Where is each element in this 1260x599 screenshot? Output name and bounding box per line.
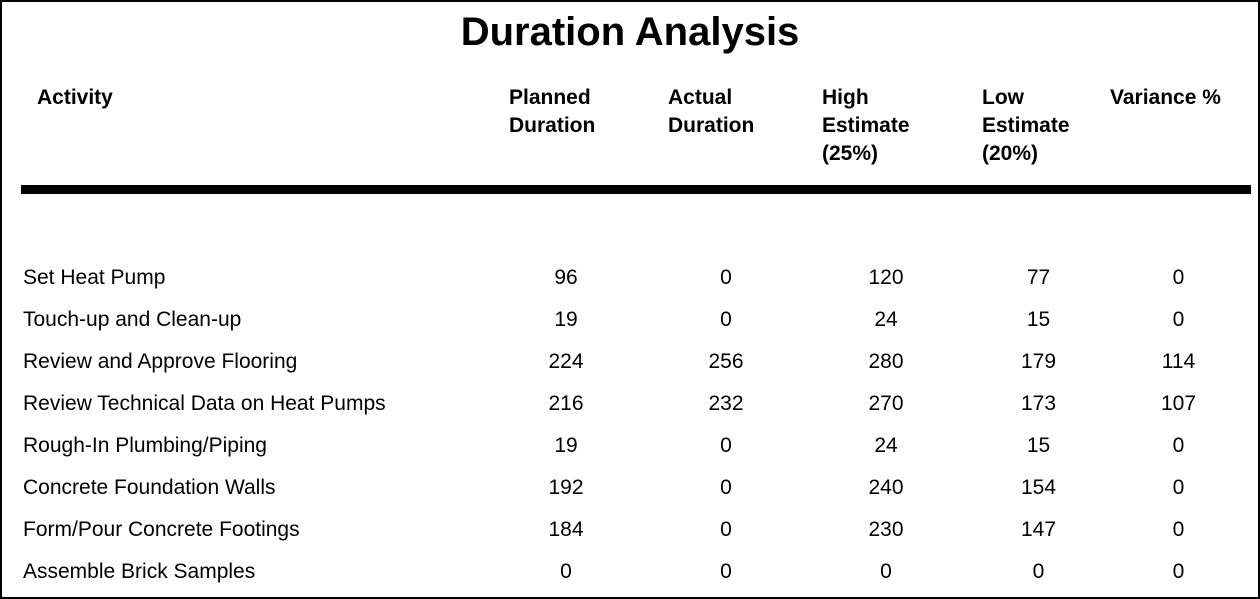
low-estimate-cell: 154 bbox=[1020, 475, 1057, 499]
activity-cell: Form/Pour Concrete Footings bbox=[23, 517, 300, 541]
column-header-activity: Activity bbox=[21, 84, 481, 194]
table-row: Concrete Foundation Walls 192 0 240 154 … bbox=[21, 467, 1251, 509]
high-estimate-cell: 0 bbox=[880, 559, 892, 583]
column-header-low-estimate: Low Estimate (20%) bbox=[971, 84, 1106, 194]
planned-duration-cell: 19 bbox=[554, 433, 578, 457]
planned-duration-cell: 192 bbox=[548, 475, 584, 499]
low-estimate-cell: 147 bbox=[1020, 517, 1057, 541]
variance-cell: 0 bbox=[1172, 517, 1185, 541]
spacer-row bbox=[21, 190, 1251, 257]
activity-cell: Set Heat Pump bbox=[23, 265, 166, 289]
actual-duration-cell: 0 bbox=[720, 265, 732, 289]
variance-cell: 0 bbox=[1172, 265, 1185, 289]
activity-cell: Assemble Brick Samples bbox=[23, 559, 256, 583]
header-row: Activity Planned Duration Actual Duratio… bbox=[21, 84, 1251, 194]
actual-duration-cell: 0 bbox=[720, 433, 732, 457]
variance-cell: 0 bbox=[1172, 307, 1185, 331]
activity-cell: Touch-up and Clean-up bbox=[23, 307, 242, 331]
planned-duration-cell: 19 bbox=[554, 307, 578, 331]
variance-cell: 0 bbox=[1172, 559, 1185, 583]
table-row: Review Technical Data on Heat Pumps 216 … bbox=[21, 383, 1251, 425]
column-header-planned-duration: Planned Duration bbox=[481, 84, 651, 194]
activity-cell: Review Technical Data on Heat Pumps bbox=[23, 391, 386, 415]
planned-duration-cell: 224 bbox=[548, 349, 584, 373]
actual-duration-cell: 0 bbox=[720, 517, 732, 541]
activity-cell: Rough-In Plumbing/Piping bbox=[23, 433, 267, 457]
variance-cell: 0 bbox=[1172, 433, 1185, 457]
high-estimate-cell: 120 bbox=[868, 265, 904, 289]
table-row: Rough-In Plumbing/Piping 19 0 24 15 0 bbox=[21, 425, 1251, 467]
low-estimate-cell: 15 bbox=[1026, 307, 1051, 331]
low-estimate-cell: 179 bbox=[1020, 349, 1057, 373]
table-row: Touch-up and Clean-up 19 0 24 15 0 bbox=[21, 299, 1251, 341]
actual-duration-cell: 0 bbox=[720, 559, 732, 583]
high-estimate-cell: 24 bbox=[874, 307, 898, 331]
activity-cell: Concrete Foundation Walls bbox=[23, 475, 276, 499]
column-header-actual-duration: Actual Duration bbox=[651, 84, 801, 194]
table-row: Assemble Brick Samples 0 0 0 0 0 bbox=[21, 551, 1251, 593]
table-row: Set Heat Pump 96 0 120 77 0 bbox=[21, 257, 1251, 299]
low-estimate-cell: 0 bbox=[1032, 559, 1045, 583]
actual-duration-cell: 0 bbox=[720, 307, 732, 331]
high-estimate-cell: 24 bbox=[874, 433, 898, 457]
planned-duration-cell: 184 bbox=[548, 517, 584, 541]
table-row: Review and Approve Flooring 224 256 280 … bbox=[21, 341, 1251, 383]
activity-cell: Review and Approve Flooring bbox=[23, 349, 298, 373]
planned-duration-cell: 0 bbox=[560, 559, 572, 583]
planned-duration-cell: 96 bbox=[554, 265, 578, 289]
column-header-variance-percent: Variance % bbox=[1106, 84, 1251, 194]
actual-duration-cell: 0 bbox=[720, 475, 732, 499]
duration-analysis-table: Activity Planned Duration Actual Duratio… bbox=[21, 84, 1251, 593]
page-title: Duration Analysis bbox=[460, 10, 800, 54]
variance-cell: 0 bbox=[1172, 475, 1185, 499]
variance-cell: 114 bbox=[1161, 349, 1196, 373]
actual-duration-cell: 232 bbox=[708, 391, 744, 415]
high-estimate-cell: 280 bbox=[868, 349, 904, 373]
actual-duration-cell: 256 bbox=[708, 349, 744, 373]
variance-cell: 107 bbox=[1160, 391, 1197, 415]
low-estimate-cell: 173 bbox=[1020, 391, 1057, 415]
planned-duration-cell: 216 bbox=[548, 391, 584, 415]
high-estimate-cell: 230 bbox=[868, 517, 904, 541]
low-estimate-cell: 77 bbox=[1026, 265, 1051, 289]
column-header-high-estimate: High Estimate (25%) bbox=[801, 84, 971, 194]
table-row: Form/Pour Concrete Footings 184 0 230 14… bbox=[21, 509, 1251, 551]
high-estimate-cell: 270 bbox=[868, 391, 904, 415]
high-estimate-cell: 240 bbox=[868, 475, 904, 499]
low-estimate-cell: 15 bbox=[1026, 433, 1051, 457]
